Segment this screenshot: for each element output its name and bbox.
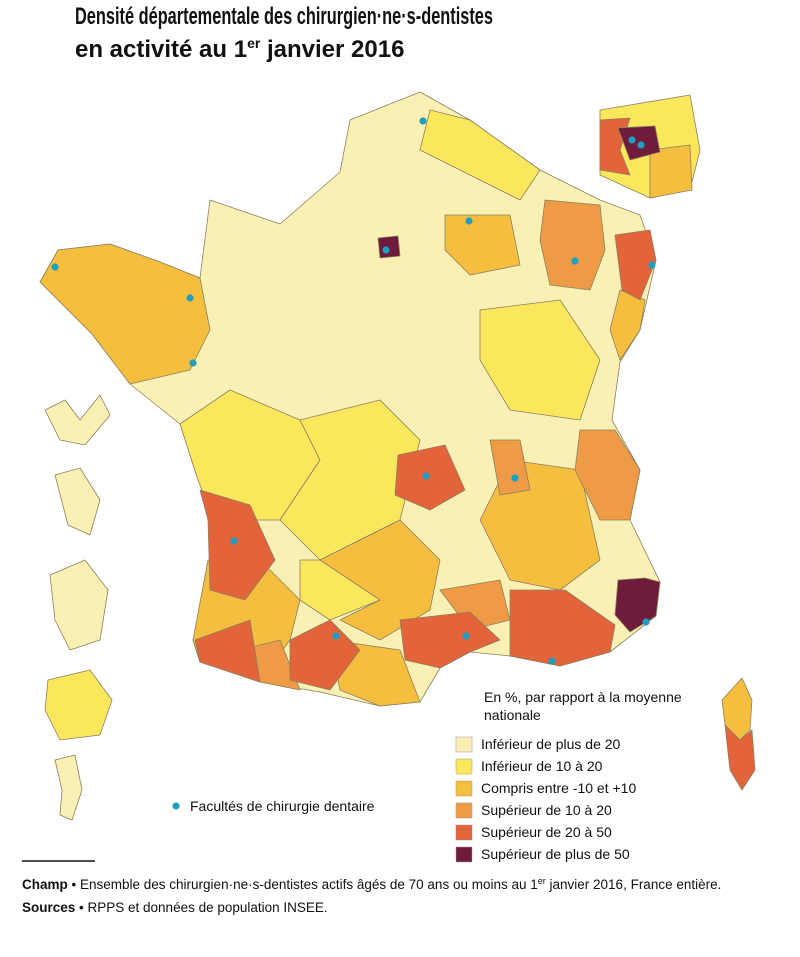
corsica bbox=[724, 724, 756, 791]
note-label: Sources bbox=[22, 900, 75, 915]
guyane bbox=[49, 559, 109, 651]
note-sup: er bbox=[538, 876, 546, 886]
region bbox=[614, 577, 661, 633]
legend-swatch bbox=[455, 846, 473, 863]
faculty-dot bbox=[648, 261, 656, 269]
legend-swatch bbox=[455, 758, 473, 775]
faculty-dot bbox=[511, 474, 519, 482]
faculty-dot bbox=[465, 217, 473, 225]
title-line2: en activité au 1er janvier 2016 bbox=[75, 35, 404, 63]
note-text: • Ensemble des chirurgien·ne·s-dentistes… bbox=[68, 877, 538, 892]
region bbox=[509, 589, 616, 667]
note-text: • RPPS et données de population INSEE. bbox=[75, 900, 327, 915]
legend-swatch bbox=[455, 736, 473, 753]
legend-swatch bbox=[455, 802, 473, 819]
legend: Inférieur de plus de 20 Inférieur de 10 à… bbox=[455, 736, 636, 863]
champ-note: Champ • Ensemble des chirurgien·ne·s-den… bbox=[22, 876, 721, 892]
region bbox=[489, 439, 531, 496]
faculty-dot bbox=[628, 136, 636, 144]
title-text: en activité au 1 bbox=[75, 36, 247, 63]
map bbox=[39, 91, 756, 821]
region bbox=[419, 109, 541, 201]
region bbox=[614, 229, 657, 301]
region bbox=[444, 214, 521, 276]
note-label: Champ bbox=[22, 877, 68, 892]
legend-title: nationale bbox=[484, 707, 541, 723]
martinique bbox=[54, 467, 101, 536]
faculty-dot bbox=[230, 537, 238, 545]
reunion bbox=[44, 669, 113, 741]
region bbox=[394, 444, 466, 511]
region bbox=[399, 611, 501, 669]
faculty-dot bbox=[422, 472, 430, 480]
note-text: janvier 2016, France entière. bbox=[546, 877, 722, 892]
faculty-dot bbox=[637, 141, 645, 149]
title-sup: er bbox=[247, 35, 261, 51]
legend-label: Supérieur de 10 à 20 bbox=[481, 802, 612, 818]
legend-label: Supérieur de plus de 50 bbox=[481, 846, 630, 862]
legend-label: Inférieur de plus de 20 bbox=[481, 736, 621, 752]
guadeloupe bbox=[44, 394, 111, 446]
region bbox=[479, 299, 601, 421]
faculty-dot bbox=[189, 359, 197, 367]
faculty-dot bbox=[642, 618, 650, 626]
faculties bbox=[51, 117, 656, 810]
mayotte bbox=[54, 754, 83, 821]
region bbox=[289, 619, 361, 691]
faculty-legend-dot bbox=[172, 802, 180, 810]
inset bbox=[649, 144, 693, 199]
faculty-dot bbox=[419, 117, 427, 125]
title-line1: Densité départementale des chirurgien·ne… bbox=[75, 3, 493, 30]
legend-label: Inférieur de 10 à 20 bbox=[481, 758, 603, 774]
faculty-dot bbox=[332, 632, 340, 640]
faculty-dot bbox=[571, 257, 579, 265]
region bbox=[574, 429, 641, 521]
region bbox=[377, 235, 401, 259]
faculty-label: Facultés de chirurgie dentaire bbox=[190, 798, 375, 814]
faculty-dot bbox=[548, 657, 556, 665]
legend-swatch bbox=[455, 780, 473, 797]
legend-label: Compris entre -10 et +10 bbox=[481, 780, 636, 796]
legend-title: En %, par rapport à la moyenne bbox=[484, 689, 682, 705]
legend-swatch bbox=[455, 824, 473, 841]
title-text: janvier 2016 bbox=[260, 36, 404, 63]
faculty-dot bbox=[462, 632, 470, 640]
region bbox=[539, 199, 606, 291]
legend-label: Supérieur de 20 à 50 bbox=[481, 824, 612, 840]
faculty-dot bbox=[186, 294, 194, 302]
faculty-dot bbox=[51, 263, 59, 271]
region bbox=[39, 243, 211, 385]
sources-note: Sources • RPPS et données de population … bbox=[22, 900, 328, 915]
region bbox=[194, 619, 261, 683]
faculty-dot bbox=[382, 246, 390, 254]
region bbox=[199, 489, 276, 601]
